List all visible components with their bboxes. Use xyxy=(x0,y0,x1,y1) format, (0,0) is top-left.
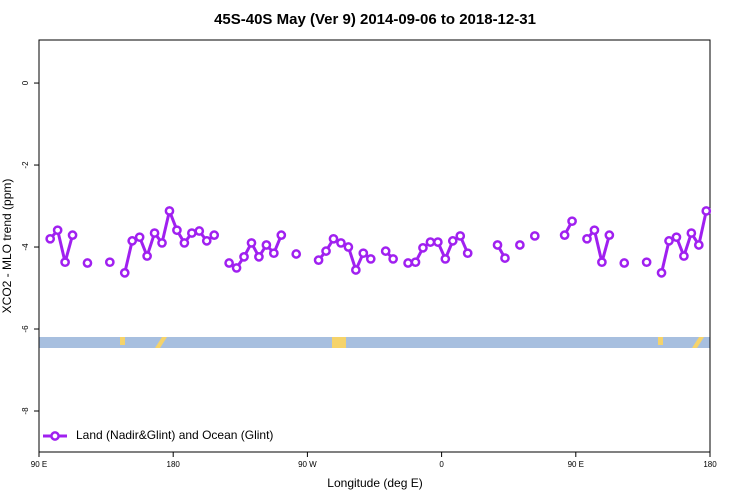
data-point xyxy=(440,254,451,264)
data-point xyxy=(492,240,503,250)
y-tick-label: -8 xyxy=(21,407,30,415)
data-point xyxy=(358,248,369,259)
x-tick-label: 90 E xyxy=(568,460,584,469)
data-point xyxy=(351,265,361,275)
legend-label: Land (Nadir&Glint) and Ocean (Glint) xyxy=(76,428,273,442)
data-point xyxy=(142,251,152,261)
data-point xyxy=(410,257,421,268)
data-point xyxy=(365,254,376,264)
legend-marker xyxy=(50,431,60,441)
data-point xyxy=(515,240,525,250)
x-tick-label: 90 E xyxy=(31,460,47,469)
data-point xyxy=(254,252,264,262)
data-point xyxy=(388,254,398,264)
data-point xyxy=(589,225,600,236)
data-point xyxy=(380,246,391,256)
data-point xyxy=(201,236,212,246)
y-axis-label: XCO2 - MLO trend (ppm) xyxy=(0,179,14,314)
data-point xyxy=(194,226,205,236)
data-point xyxy=(239,252,249,262)
data-point xyxy=(455,231,466,241)
data-point xyxy=(179,238,190,248)
data-point xyxy=(664,236,674,246)
x-tick-label: 90 W xyxy=(298,460,317,469)
data-point xyxy=(149,228,160,238)
data-point xyxy=(45,233,56,244)
data-point xyxy=(679,251,689,261)
data-point xyxy=(671,232,682,243)
x-axis-label: Longitude (deg E) xyxy=(327,476,422,490)
data-point xyxy=(500,253,510,263)
data-point xyxy=(529,231,540,241)
data-point xyxy=(313,255,324,265)
series-line xyxy=(49,205,708,275)
data-point xyxy=(209,230,220,240)
data-point xyxy=(157,238,167,248)
data-point xyxy=(559,230,570,240)
data-point xyxy=(127,236,138,246)
x-tick-label: 180 xyxy=(167,460,181,469)
data-point xyxy=(172,225,182,236)
data-point xyxy=(597,257,607,268)
x-tick-label: 180 xyxy=(703,460,717,469)
data-point xyxy=(693,240,704,250)
data-point xyxy=(67,230,78,240)
data-point xyxy=(52,225,63,236)
plot-frame xyxy=(38,39,711,453)
data-point xyxy=(82,258,93,268)
data-point xyxy=(134,232,145,243)
data-point xyxy=(701,206,712,216)
y-tick-label: -4 xyxy=(21,243,30,251)
data-point xyxy=(582,233,592,244)
data-point xyxy=(224,258,234,268)
data-point xyxy=(261,240,272,250)
data-point xyxy=(343,242,354,252)
data-point xyxy=(425,237,436,247)
data-point xyxy=(246,238,257,248)
data-point xyxy=(656,268,667,278)
data-point xyxy=(164,206,175,216)
x-tick-label: 0 xyxy=(439,460,444,469)
land-ocean-strip xyxy=(39,337,710,348)
data-point xyxy=(567,216,577,227)
data-point xyxy=(418,242,428,253)
data-point xyxy=(269,248,279,259)
data-point xyxy=(462,248,473,259)
data-point xyxy=(291,249,302,259)
y-tick-label: -2 xyxy=(21,161,30,169)
data-point xyxy=(321,246,331,256)
data-point xyxy=(104,257,115,268)
data-point xyxy=(433,237,443,247)
data-point xyxy=(328,233,339,244)
data-point xyxy=(336,238,346,248)
data-point xyxy=(403,258,413,268)
data-point xyxy=(119,268,130,278)
data-point xyxy=(641,257,652,268)
data-point xyxy=(231,263,242,273)
data-point xyxy=(60,257,70,268)
data-point xyxy=(276,230,287,240)
data-point xyxy=(686,228,697,238)
data-point xyxy=(447,236,458,246)
data-point xyxy=(604,230,615,240)
data-point xyxy=(619,258,630,268)
chart-title: 45S-40S May (Ver 9) 2014-09-06 to 2018-1… xyxy=(214,11,536,28)
data-point xyxy=(186,228,197,238)
y-tick-label: -6 xyxy=(21,325,30,333)
y-tick-label: 0 xyxy=(21,80,30,85)
